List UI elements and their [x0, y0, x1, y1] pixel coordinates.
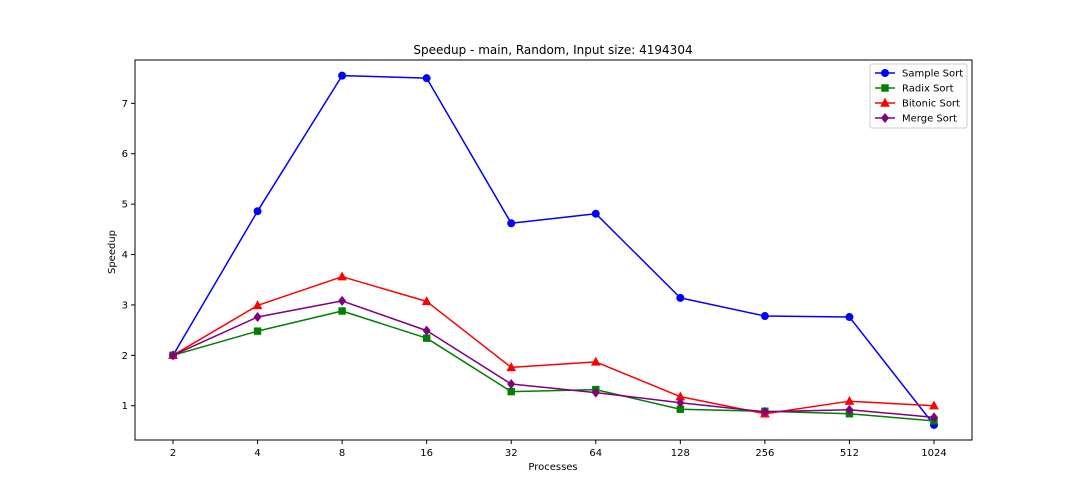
- data-point-merge-sort: [507, 379, 516, 390]
- y-tick-label: 7: [122, 99, 128, 110]
- data-point-sample-sort: [253, 207, 262, 216]
- legend: Sample Sort Radix Sort Bitonic Sort Merge S…: [869, 63, 968, 129]
- x-tick-label: 8: [339, 448, 345, 459]
- legend-label: Sample Sort: [902, 69, 963, 80]
- series-line-bitonic-sort: [172, 275, 935, 415]
- x-tick-label: 512: [840, 448, 859, 459]
- data-point-radix-sort: [338, 307, 346, 315]
- legend-entry-radix-sort: Radix Sort: [875, 84, 954, 95]
- data-point-sample-sort: [676, 293, 685, 302]
- y-tick-label: 5: [122, 200, 128, 211]
- y-axis-label: Speedup: [107, 230, 118, 274]
- legend-label: Merge Sort: [902, 114, 957, 125]
- y-tick-label: 2: [122, 351, 128, 362]
- legend-marker: [881, 69, 889, 77]
- y-tick-label: 1: [122, 401, 128, 412]
- data-point-sample-sort: [760, 312, 769, 321]
- x-tick-label: 16: [420, 448, 433, 459]
- data-point-merge-sort: [760, 406, 769, 417]
- data-point-radix-sort: [507, 387, 515, 396]
- data-point-sample-sort: [845, 313, 854, 322]
- series-sample-sort: [169, 71, 938, 429]
- x-tick-label: 1024: [921, 448, 946, 459]
- x-tick-label: 128: [671, 448, 690, 459]
- data-point-merge-sort: [253, 312, 262, 323]
- data-point-sample-sort: [591, 209, 600, 218]
- x-tick-label: 64: [589, 448, 602, 459]
- data-point-merge-sort: [422, 325, 431, 336]
- x-tick-label: 2: [170, 448, 176, 459]
- legend-marker: [881, 84, 889, 92]
- x-tick-label: 256: [755, 448, 774, 459]
- y-tick-label: 3: [122, 300, 128, 311]
- y-axis: 1 2 3 4 5 6 7: [122, 99, 135, 412]
- series-line-radix-sort: [172, 310, 935, 422]
- series-merge-sort: [168, 295, 939, 423]
- legend-entry-merge-sort: Merge Sort: [875, 113, 957, 125]
- x-tick-label: 32: [505, 448, 518, 459]
- series-bitonic-sort: [168, 271, 939, 418]
- x-axis-label: Processes: [528, 462, 577, 473]
- series-layer: [168, 71, 939, 429]
- y-tick-label: 4: [122, 250, 128, 261]
- chart-title: Speedup - main, Random, Input size: 4194…: [413, 43, 692, 57]
- series-line-merge-sort: [172, 300, 935, 419]
- data-point-merge-sort: [929, 412, 939, 423]
- data-point-bitonic-sort: [337, 271, 347, 281]
- data-point-merge-sort: [845, 404, 854, 415]
- data-point-merge-sort: [676, 397, 685, 408]
- legend-label: Bitonic Sort: [902, 99, 960, 110]
- x-axis: 2 4 8 16 32 64 128 256 512 1024: [170, 440, 947, 459]
- data-point-radix-sort: [253, 327, 262, 335]
- data-point-bitonic-sort: [421, 296, 432, 306]
- data-point-bitonic-sort: [590, 356, 601, 366]
- data-point-bitonic-sort: [844, 395, 855, 405]
- legend-entry-sample-sort: Sample Sort: [875, 69, 963, 80]
- legend-entry-bitonic-sort: Bitonic Sort: [875, 97, 960, 110]
- legend-label: Radix Sort: [902, 84, 954, 95]
- data-point-bitonic-sort: [506, 362, 517, 372]
- legend-marker: [880, 113, 890, 123]
- plot-frame: [134, 59, 973, 441]
- data-point-sample-sort: [422, 74, 431, 83]
- data-point-sample-sort: [507, 219, 516, 228]
- y-tick-label: 6: [122, 149, 128, 160]
- series-radix-sort: [169, 307, 938, 425]
- data-point-bitonic-sort: [252, 300, 263, 310]
- data-point-bitonic-sort: [929, 400, 939, 410]
- legend-box: [869, 63, 968, 129]
- data-point-sample-sort: [338, 71, 347, 80]
- data-point-radix-sort: [422, 334, 431, 342]
- legend-marker: [880, 97, 890, 107]
- data-point-merge-sort: [168, 350, 178, 361]
- data-point-merge-sort: [591, 387, 600, 398]
- series-line-sample-sort: [172, 74, 935, 426]
- x-tick-label: 4: [254, 448, 260, 459]
- data-point-merge-sort: [338, 295, 347, 306]
